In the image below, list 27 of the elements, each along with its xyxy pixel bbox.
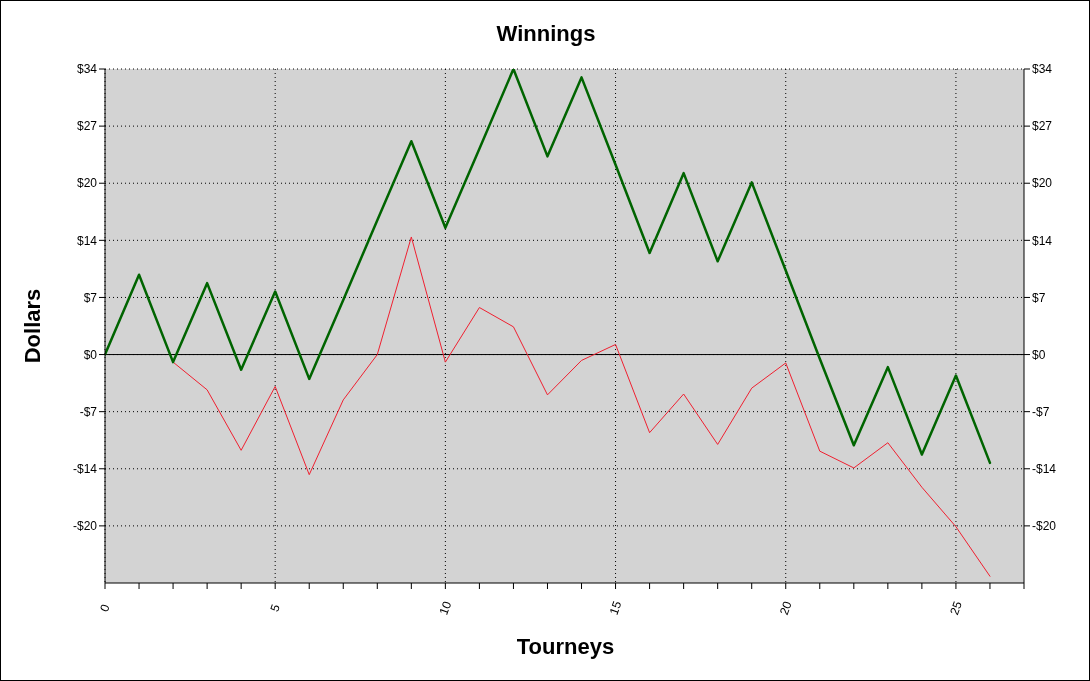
y-tick-label: $27: [76, 119, 98, 134]
y2-tick-label: $7: [1032, 290, 1046, 305]
x-tick-label: 5: [267, 602, 284, 614]
y-axis-title: Dollars: [19, 287, 46, 366]
y-tick-label: $20: [76, 176, 98, 191]
y-tick-label: -$7: [79, 404, 98, 419]
y2-tick-label: -$7: [1032, 404, 1050, 419]
y-tick-label: -$20: [72, 519, 98, 534]
x-tick-label: 15: [606, 599, 625, 617]
x-axis-title: Tourneys: [515, 633, 616, 661]
y-tick-label: $7: [83, 290, 98, 305]
y-tick-label: $0: [83, 347, 98, 362]
y-tick-label: $34: [76, 62, 98, 77]
y2-tick-label: $34: [1032, 62, 1053, 77]
y2-tick-label: -$20: [1032, 519, 1057, 534]
y2-tick-label: $20: [1032, 176, 1053, 191]
y-tick-label: -$14: [72, 462, 98, 477]
chart-title: Winnings: [495, 20, 597, 48]
y-tick-label: $14: [76, 233, 98, 248]
y2-tick-label: $27: [1032, 119, 1053, 134]
x-tick-label: 0: [97, 602, 113, 614]
y2-tick-label: $0: [1032, 347, 1046, 362]
x-tick-label: 20: [776, 599, 795, 617]
x-tick-label: 10: [436, 599, 455, 617]
y2-tick-label: $14: [1032, 233, 1053, 248]
y2-tick-label: -$14: [1032, 462, 1057, 477]
x-tick-label: 25: [947, 599, 965, 617]
